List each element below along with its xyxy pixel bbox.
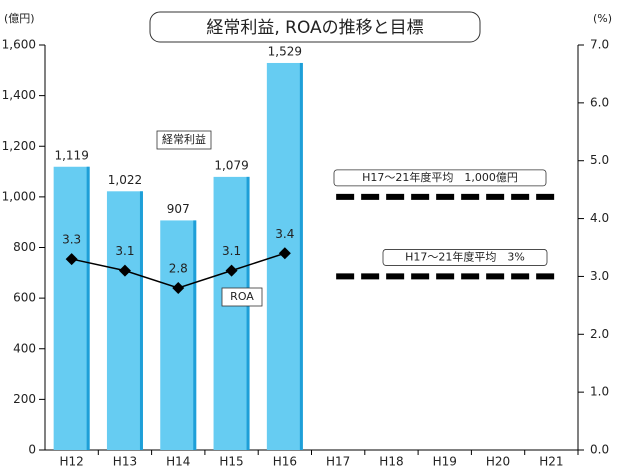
target-label-box: [333, 169, 547, 187]
bar-value-label: 1,529: [268, 44, 302, 58]
bar: [53, 166, 90, 451]
y-axis-label: (億円): [4, 12, 35, 25]
series-label: ROA: [230, 290, 254, 303]
y2-tick-label: 0.0: [590, 443, 609, 457]
y-tick-label: 0: [28, 443, 36, 457]
y-tick-label: 1,400: [2, 88, 36, 102]
y-tick-label: 400: [13, 341, 36, 355]
y2-axis-label: (%): [593, 12, 612, 25]
roa-marker: [278, 247, 291, 260]
y-tick-label: 1,200: [2, 139, 36, 153]
series-label: 経常利益: [162, 132, 206, 146]
roa-value-label: 2.8: [169, 262, 188, 276]
y-tick-label: 1,600: [2, 38, 36, 52]
y-tick-label: 1,000: [2, 189, 36, 203]
bar-shade: [86, 166, 90, 451]
roa-marker: [65, 253, 78, 266]
x-tick-label: H16: [273, 455, 297, 468]
bar-shade: [139, 191, 143, 450]
target-label: H17～21年度平均 3%: [405, 249, 525, 263]
bar-value-label: 1,119: [54, 148, 88, 162]
roa-value-label: 3.3: [62, 233, 81, 247]
y2-tick-label: 5.0: [590, 153, 609, 167]
y2-tick-label: 1.0: [590, 385, 609, 399]
x-tick-label: H12: [60, 455, 84, 468]
bar-value-label: 907: [167, 202, 190, 216]
bar-shade: [193, 220, 197, 450]
x-tick-label: H18: [379, 455, 403, 468]
bar-value-label: 1,022: [108, 173, 142, 187]
series-label-box: [156, 130, 212, 150]
series-label-box: [221, 287, 263, 307]
y-tick-label: 600: [13, 291, 36, 305]
roa-value-label: 3.4: [275, 227, 294, 241]
x-tick-label: H17: [326, 455, 350, 468]
y2-tick-label: 7.0: [590, 38, 609, 52]
y2-tick-label: 3.0: [590, 269, 609, 283]
x-tick-label: H21: [539, 455, 563, 468]
y-tick-label: 800: [13, 240, 36, 254]
x-tick-label: H14: [166, 455, 190, 468]
bar-value-label: 1,079: [214, 158, 248, 172]
roa-marker: [225, 264, 238, 277]
bar: [160, 220, 197, 450]
roa-value-label: 3.1: [115, 244, 134, 258]
title-box: [149, 11, 481, 43]
bar: [106, 191, 143, 450]
roa-marker: [118, 264, 131, 277]
x-tick-label: H13: [113, 455, 137, 468]
bar: [213, 176, 250, 451]
y2-tick-label: 2.0: [590, 327, 609, 341]
x-tick-label: H19: [433, 455, 457, 468]
x-tick-label: H20: [486, 455, 510, 468]
roa-marker: [172, 282, 185, 294]
bar-shade: [246, 176, 250, 451]
y2-tick-label: 4.0: [590, 211, 609, 225]
target-label: H17～21年度平均 1,000億円: [362, 170, 518, 184]
chart-title: 経常利益, ROAの推移と目標: [206, 18, 423, 38]
bar-shade: [299, 62, 303, 451]
y-tick-label: 200: [13, 392, 36, 406]
roa-value-label: 3.1: [222, 244, 241, 258]
x-tick-label: H15: [219, 455, 243, 468]
y2-tick-label: 6.0: [590, 95, 609, 109]
target-label-box: [382, 249, 548, 266]
